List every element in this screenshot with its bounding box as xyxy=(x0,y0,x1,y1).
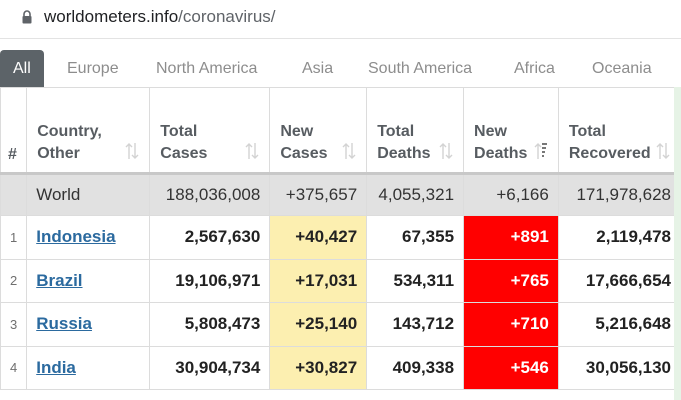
new-deaths-cell: +765 xyxy=(463,258,559,303)
total-recovered-cell: 5,216,648 xyxy=(557,302,681,347)
col-header-total-deaths[interactable]: Total Deaths xyxy=(366,87,465,175)
tab-africa[interactable]: Africa xyxy=(514,60,555,77)
total-recovered-cell: 17,666,654 xyxy=(557,258,681,303)
country-link[interactable]: Brazil xyxy=(36,270,83,290)
col-header-total-recovered-line2: Recovered xyxy=(568,145,651,162)
new-deaths-cell: +546 xyxy=(463,345,559,390)
world-row: World 188,036,008 +375,657 4,055,321 +6,… xyxy=(0,173,681,216)
table-row: 3 Russia 5,808,473 +25,140 143,712 +710 … xyxy=(0,302,681,347)
col-header-total-recovered[interactable]: Total Recovered xyxy=(557,87,681,175)
row-index: 1 xyxy=(0,215,28,260)
table-row: 1 Indonesia 2,567,630 +40,427 67,355 +89… xyxy=(0,215,681,260)
new-deaths-cell: +710 xyxy=(463,302,559,347)
header-row: # Country, Other Total Cases New Cases Tota… xyxy=(0,87,681,175)
new-cases-cell: +17,031 xyxy=(269,258,368,303)
col-header-new-deaths[interactable]: New Deaths xyxy=(463,87,559,175)
col-header-country-line2: Other xyxy=(37,145,80,162)
col-header-new-cases-line1: New xyxy=(280,123,314,140)
world-index-cell xyxy=(0,173,28,216)
url-path: /coronavirus/ xyxy=(178,7,276,26)
col-header-new-deaths-line1: New xyxy=(474,123,507,140)
url-domain: worldometers.info xyxy=(44,7,179,26)
table-row: 4 India 30,904,734 +30,827 409,338 +546 … xyxy=(0,345,681,390)
tab-europe[interactable]: Europe xyxy=(67,60,119,77)
col-header-index[interactable]: # xyxy=(0,87,28,175)
tab-south-america[interactable]: South America xyxy=(368,60,473,77)
table-row: 2 Brazil 19,106,971 +17,031 534,311 +765… xyxy=(0,258,681,303)
col-header-total-deaths-line2: Deaths xyxy=(377,145,431,162)
world-name: World xyxy=(26,173,151,216)
sort-arrows-icon[interactable] xyxy=(656,142,670,160)
world-new-cases: +375,657 xyxy=(269,173,368,216)
sort-arrows-icon[interactable] xyxy=(439,142,453,160)
col-header-new-cases-line2: Cases xyxy=(280,145,328,162)
col-header-new-deaths-line2: Deaths xyxy=(474,145,528,162)
world-total-deaths: 4,055,321 xyxy=(366,173,465,216)
col-header-country-line1: Country, xyxy=(37,123,102,140)
total-cases-cell: 5,808,473 xyxy=(149,302,271,347)
covid-table: # Country, Other Total Cases New Cases Tota… xyxy=(0,87,681,390)
lock-icon xyxy=(22,10,32,24)
sort-arrows-icon[interactable] xyxy=(342,142,356,160)
tab-oceania[interactable]: Oceania xyxy=(592,60,652,77)
total-deaths-cell: 143,712 xyxy=(366,302,465,347)
col-header-country[interactable]: Country, Other xyxy=(26,87,151,175)
tab-asia[interactable]: Asia xyxy=(302,60,334,77)
tab-all[interactable]: All xyxy=(0,50,44,87)
sort-desc-icon[interactable] xyxy=(534,142,548,160)
sort-arrows-icon[interactable] xyxy=(125,142,139,160)
total-cases-cell: 2,567,630 xyxy=(149,215,271,260)
col-header-new-cases[interactable]: New Cases xyxy=(269,87,368,175)
total-cases-cell: 19,106,971 xyxy=(149,258,271,303)
world-total-cases: 188,036,008 xyxy=(149,173,271,216)
url-text[interactable]: worldometers.info/coronavirus/ xyxy=(44,7,276,27)
total-deaths-cell: 67,355 xyxy=(366,215,465,260)
next-column-edge xyxy=(674,87,681,400)
new-deaths-cell: +891 xyxy=(463,215,559,260)
col-header-total-cases-line1: Total xyxy=(160,123,198,140)
total-recovered-cell: 30,056,130 xyxy=(557,345,681,390)
col-header-total-cases[interactable]: Total Cases xyxy=(149,87,271,175)
country-link[interactable]: Indonesia xyxy=(36,227,116,247)
total-deaths-cell: 534,311 xyxy=(366,258,465,303)
sort-arrows-icon[interactable] xyxy=(245,142,259,160)
row-index: 2 xyxy=(0,258,28,303)
country-link[interactable]: Russia xyxy=(36,314,92,334)
new-cases-cell: +30,827 xyxy=(269,345,368,390)
new-cases-cell: +25,140 xyxy=(269,302,368,347)
col-header-total-cases-line2: Cases xyxy=(160,145,208,162)
world-total-recovered: 171,978,628 xyxy=(557,173,681,216)
region-tabs: All Europe North America Asia South Amer… xyxy=(0,50,681,87)
country-link[interactable]: India xyxy=(36,357,76,377)
col-header-total-deaths-line1: Total xyxy=(377,123,415,140)
col-header-total-recovered-line1: Total xyxy=(568,123,606,140)
tab-north-america[interactable]: North America xyxy=(156,60,258,77)
row-index: 3 xyxy=(0,302,28,347)
total-cases-cell: 30,904,734 xyxy=(149,345,271,390)
total-recovered-cell: 2,119,478 xyxy=(557,215,681,260)
covid-table-container: # Country, Other Total Cases New Cases Tota… xyxy=(0,87,681,400)
row-index: 4 xyxy=(0,345,28,390)
col-header-index-label: # xyxy=(8,146,17,163)
total-deaths-cell: 409,338 xyxy=(366,345,465,390)
world-new-deaths: +6,166 xyxy=(463,173,559,216)
address-bar[interactable]: worldometers.info/coronavirus/ xyxy=(0,0,681,39)
new-cases-cell: +40,427 xyxy=(269,215,368,260)
